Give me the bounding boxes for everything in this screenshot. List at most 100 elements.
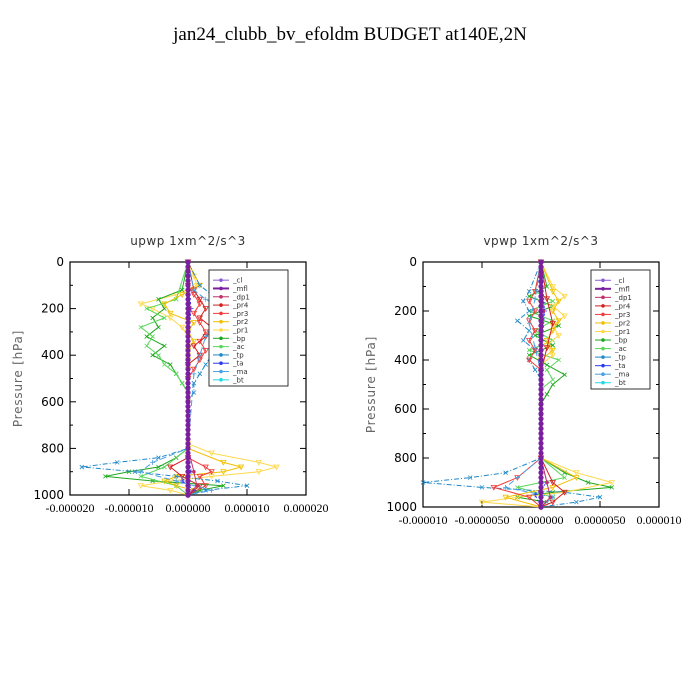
series-point — [538, 440, 544, 446]
series-point — [196, 338, 203, 345]
series-point — [185, 333, 191, 340]
series-point — [103, 474, 108, 479]
series-point — [561, 489, 568, 496]
series-point — [549, 308, 556, 315]
series-point — [185, 380, 191, 386]
series-point — [208, 450, 215, 457]
series-point — [167, 464, 174, 471]
series-point — [538, 430, 544, 437]
series-point — [538, 367, 544, 373]
series-point — [185, 431, 191, 438]
series-point — [420, 480, 426, 485]
series-point — [526, 347, 532, 353]
series-point — [538, 396, 544, 402]
series-point — [544, 362, 550, 368]
series-point — [549, 499, 556, 506]
series-point — [137, 301, 144, 308]
series-point — [144, 343, 149, 349]
series-point — [144, 306, 149, 311]
series-point — [490, 485, 497, 491]
series-point — [190, 310, 198, 317]
legend-marker — [601, 287, 605, 291]
legend-entry-pr3: _pr3 — [614, 311, 630, 319]
series-point — [185, 352, 191, 358]
series-point — [538, 274, 544, 280]
series-point — [550, 298, 556, 304]
legend-marker — [601, 295, 605, 300]
x-tick-label: 0.000020 — [284, 501, 329, 515]
x-tick-label: 0.000010 — [225, 501, 270, 515]
series-point — [173, 478, 179, 484]
series-point — [538, 406, 544, 412]
legend-entry-pr1: _pr1 — [614, 328, 630, 336]
legend-entry-pr3: _pr3 — [232, 310, 248, 318]
series-point — [185, 450, 191, 456]
series-point — [196, 296, 203, 303]
series-point — [185, 361, 191, 368]
series-point — [150, 315, 155, 321]
series-point — [538, 264, 544, 270]
series-line-tp — [422, 261, 601, 508]
series-point — [538, 411, 544, 417]
y-tick-label: 400 — [41, 348, 64, 362]
series-point — [162, 306, 167, 311]
series-point — [220, 469, 227, 476]
y-tick-label: 600 — [41, 395, 64, 409]
series-point — [538, 450, 544, 456]
series-point — [195, 483, 199, 488]
series-point — [185, 436, 191, 442]
series-point — [550, 382, 556, 387]
series-point — [555, 333, 562, 339]
series-point — [237, 464, 245, 471]
x-tick-label: 0.000000 — [519, 513, 564, 527]
series-point — [150, 352, 155, 358]
series-point — [185, 403, 191, 410]
legend-marker — [601, 329, 605, 334]
series-point — [138, 324, 144, 330]
legend-entry-bp: _bp — [614, 337, 628, 345]
series-point — [156, 296, 161, 302]
y-tick-label: 0 — [56, 255, 64, 269]
series-point — [202, 483, 209, 490]
series-point — [156, 352, 161, 358]
series-point — [550, 377, 556, 382]
legend-entry-cl: _cl — [232, 277, 242, 285]
series-point — [203, 334, 209, 340]
series-point — [190, 338, 198, 345]
series-point — [185, 347, 191, 354]
series-point — [538, 362, 544, 368]
x-tick-label: 0.0000050 — [575, 513, 626, 527]
series-point — [208, 469, 215, 476]
series-point — [538, 465, 544, 471]
series-point — [538, 288, 544, 294]
y-tick-label: 600 — [394, 402, 417, 416]
series-point — [185, 287, 191, 293]
series-point — [220, 459, 227, 466]
series-point — [538, 352, 544, 358]
series-point — [548, 495, 553, 500]
series-point — [196, 282, 203, 289]
series-point — [167, 487, 174, 494]
series-point — [185, 385, 191, 391]
series-point — [467, 475, 473, 480]
series-point — [555, 298, 562, 305]
legend-marker — [219, 344, 223, 349]
series-point — [538, 479, 544, 486]
series-point — [185, 315, 191, 321]
legend-entry-tp: _tp — [614, 354, 626, 362]
legend-entry-dp1: _dp1 — [232, 293, 250, 301]
series-point — [192, 469, 196, 474]
series-point — [526, 494, 533, 501]
series-point — [515, 485, 520, 490]
series-point — [196, 473, 203, 480]
series-point — [255, 469, 262, 476]
y-tick-label: 1000 — [386, 500, 417, 514]
series-point — [503, 470, 508, 475]
series-point — [532, 296, 538, 302]
series-point — [538, 435, 544, 441]
y-axis-label: Pressure [hPa] — [364, 336, 378, 433]
x-tick-label: -0.0000050 — [455, 513, 510, 527]
series-point — [549, 480, 556, 486]
series-point — [538, 470, 544, 476]
series-point — [162, 343, 167, 349]
